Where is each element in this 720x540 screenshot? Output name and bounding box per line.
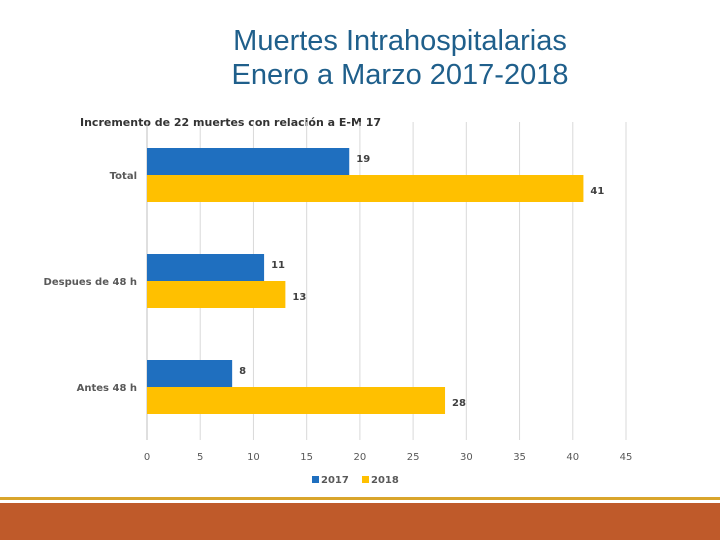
slide-title-line-1: Muertes Intrahospitalarias [233, 25, 567, 57]
x-tick-labels: 0 5 10 15 20 25 30 35 40 45 [144, 452, 633, 463]
slide-title: Muertes Intrahospitalarias Enero a Marzo… [150, 24, 650, 92]
x-tick-label: 30 [460, 452, 473, 463]
bar-2017 [147, 148, 350, 175]
slide-title-line-2: Enero a Marzo 2017-2018 [231, 59, 569, 91]
x-tick-label: 35 [513, 452, 526, 463]
category-labels: Total Despues de 48 h Antes 48 h [44, 171, 137, 394]
data-label: 11 [271, 260, 285, 271]
footer-bar [0, 503, 720, 540]
data-label: 28 [452, 398, 466, 409]
x-tick-label: 15 [300, 452, 313, 463]
data-label: 13 [292, 292, 306, 303]
legend: 2017 2018 [312, 475, 399, 486]
category-label: Despues de 48 h [44, 277, 137, 288]
bar-2017 [147, 360, 233, 387]
bars: 19 41 11 13 8 28 [147, 148, 604, 414]
x-tick-label: 10 [247, 452, 260, 463]
bar-chart: Incremento de 22 muertes con relación a … [44, 116, 633, 486]
x-tick-label: 25 [407, 452, 420, 463]
footer-accent-line [0, 497, 720, 500]
legend-label: 2017 [321, 475, 349, 486]
legend-swatch [362, 476, 369, 483]
bar-2017 [147, 254, 265, 281]
data-label: 19 [356, 154, 370, 165]
legend-swatch [312, 476, 319, 483]
bar-2018 [147, 387, 446, 414]
category-label: Total [110, 171, 137, 182]
legend-label: 2018 [371, 475, 399, 486]
x-tick-label: 5 [197, 452, 203, 463]
x-tick-label: 45 [620, 452, 633, 463]
data-label: 41 [590, 186, 604, 197]
x-tick-label: 40 [566, 452, 579, 463]
bar-2018 [147, 175, 584, 202]
chart-title: Incremento de 22 muertes con relación a … [80, 116, 381, 129]
data-label: 8 [239, 366, 246, 377]
x-tick-label: 20 [354, 452, 367, 463]
x-tick-label: 0 [144, 452, 150, 463]
bar-2018 [147, 281, 286, 308]
category-label: Antes 48 h [77, 383, 137, 394]
